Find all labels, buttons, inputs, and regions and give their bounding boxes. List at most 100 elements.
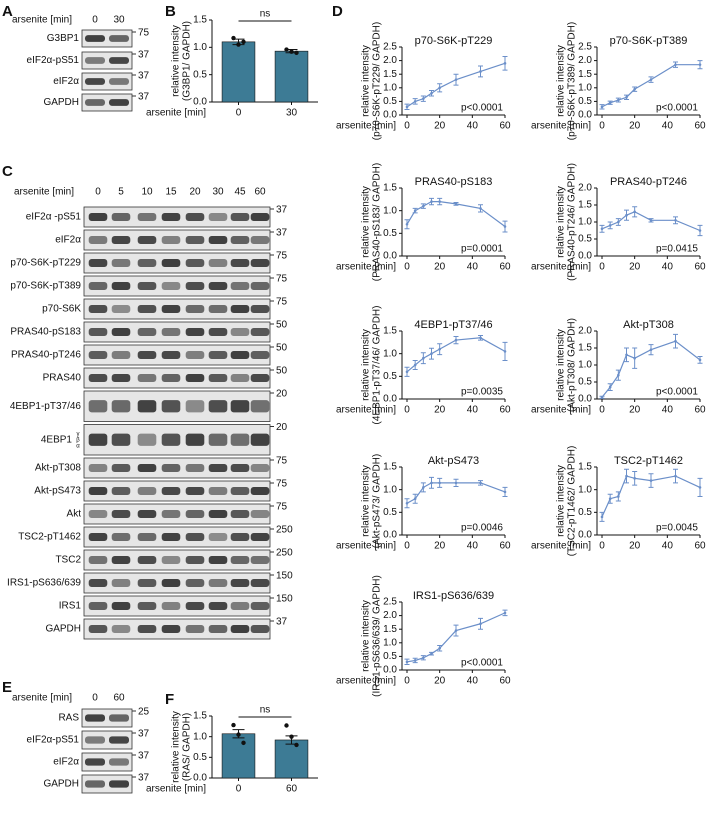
blot-band: [208, 351, 228, 359]
mw-label: 75: [276, 502, 288, 513]
x-tick-label: 0: [404, 676, 410, 687]
blot-band: [111, 305, 131, 313]
blot-band: [185, 487, 205, 495]
y-tick-label: 2.0: [578, 183, 592, 194]
mw-label: 37: [138, 751, 150, 762]
y-tick-label: 0.0: [383, 394, 397, 405]
blot-band: [137, 433, 157, 446]
y-axis-label: (4EBP1-pT37/46/ GAPDH): [372, 306, 383, 425]
data-point: [422, 656, 425, 660]
y-axis-label: relative intensity: [361, 465, 372, 537]
blot-band: [250, 259, 270, 267]
y-axis-label: (Akt-pS473/ GAPDH): [372, 454, 383, 548]
data-point: [600, 515, 604, 519]
data-point: [413, 497, 417, 501]
blot-band: [185, 282, 205, 290]
blot-band: [185, 464, 205, 472]
y-axis-label: (p70-S6K-pT389/ GAPDH): [567, 22, 578, 140]
lane-header: arsenite [min]: [12, 693, 72, 704]
x-tick-label: 40: [467, 676, 479, 687]
y-tick-label: 1.0: [578, 82, 592, 93]
x-tick-label: 20: [629, 405, 641, 416]
blot-band: [111, 433, 131, 446]
row-label: eIF2α: [53, 76, 79, 87]
blot-band: [208, 464, 228, 472]
y-axis-label: (IRS1-pS636/639/ GAPDH): [372, 575, 383, 697]
blot-band: [250, 213, 270, 221]
x-tick-label: 60: [694, 405, 706, 416]
blot-band: [137, 556, 157, 564]
blot-band: [185, 625, 205, 633]
data-point: [284, 47, 289, 52]
blot-band: [161, 374, 181, 382]
blot-band: [109, 758, 129, 766]
blot-band: [88, 510, 108, 518]
blot-band: [250, 602, 270, 610]
blot-band: [208, 602, 228, 610]
blot-band: [85, 736, 105, 744]
blot-band: [111, 213, 131, 221]
y-tick-label: 1.0: [578, 484, 592, 495]
y-tick-label: 0.0: [578, 251, 592, 262]
blot-band: [208, 259, 228, 267]
blot-band: [161, 328, 181, 336]
blot-band: [161, 400, 181, 413]
data-point: [649, 479, 653, 482]
y-tick-label: 0.5: [383, 651, 397, 662]
data-point: [289, 734, 294, 739]
data-point: [405, 105, 409, 109]
y-tick-label: 1.0: [578, 217, 592, 228]
blot-band: [161, 533, 181, 541]
x-tick-label: 20: [434, 676, 446, 687]
data-point: [503, 490, 507, 494]
data-line: [406, 612, 506, 663]
mw-label: 150: [276, 594, 293, 605]
annotation: p=0.0046: [461, 523, 503, 534]
data-point: [454, 202, 458, 206]
y-axis-label: relative intensity: [556, 45, 567, 117]
blot-band: [185, 510, 205, 518]
data-point: [617, 495, 620, 498]
data-point: [674, 339, 677, 343]
blot-band: [109, 736, 129, 744]
blot-band: [230, 351, 250, 359]
blot-band: [185, 433, 205, 446]
x-tick-label: 40: [662, 405, 674, 416]
annotation: ns: [260, 705, 271, 716]
data-line: [601, 64, 700, 108]
blot-band: [250, 487, 270, 495]
x-tick-label: 0: [236, 108, 242, 119]
lane-label: 45: [234, 187, 246, 198]
blot-band: [185, 602, 205, 610]
blot-band: [88, 328, 108, 336]
mw-label: 37: [276, 617, 288, 628]
y-tick-label: 0.0: [383, 251, 397, 262]
blot-band: [137, 351, 157, 359]
y-axis-label: (p70-S6K-pT229/ GAPDH): [372, 22, 383, 140]
panel-letter: C: [2, 163, 13, 180]
blot-band: [208, 579, 228, 587]
blot-band: [111, 259, 131, 267]
lane-label: 0: [95, 187, 101, 198]
blot-band: [88, 259, 108, 267]
data-point: [405, 501, 409, 505]
data-line: [601, 475, 701, 518]
y-axis-label: relative intensity: [361, 45, 372, 117]
panel-letter: F: [165, 691, 174, 708]
x-tick-label: 40: [662, 121, 674, 132]
blot-band: [230, 464, 250, 472]
data-point: [294, 742, 299, 748]
y-tick-label: 1.0: [383, 348, 397, 359]
blot-band: [161, 213, 181, 221]
y-tick-label: 2.0: [578, 326, 592, 337]
data-point: [430, 352, 433, 355]
annotation: p<0.0001: [461, 658, 503, 669]
y-tick-label: 2.0: [578, 55, 592, 66]
blot-band: [109, 99, 129, 106]
y-tick-label: 1.5: [578, 343, 592, 354]
blot-band: [111, 556, 131, 564]
data-point: [503, 62, 507, 65]
blot-band: [88, 556, 108, 564]
blot-band: [185, 400, 205, 413]
blot-band: [208, 305, 228, 313]
